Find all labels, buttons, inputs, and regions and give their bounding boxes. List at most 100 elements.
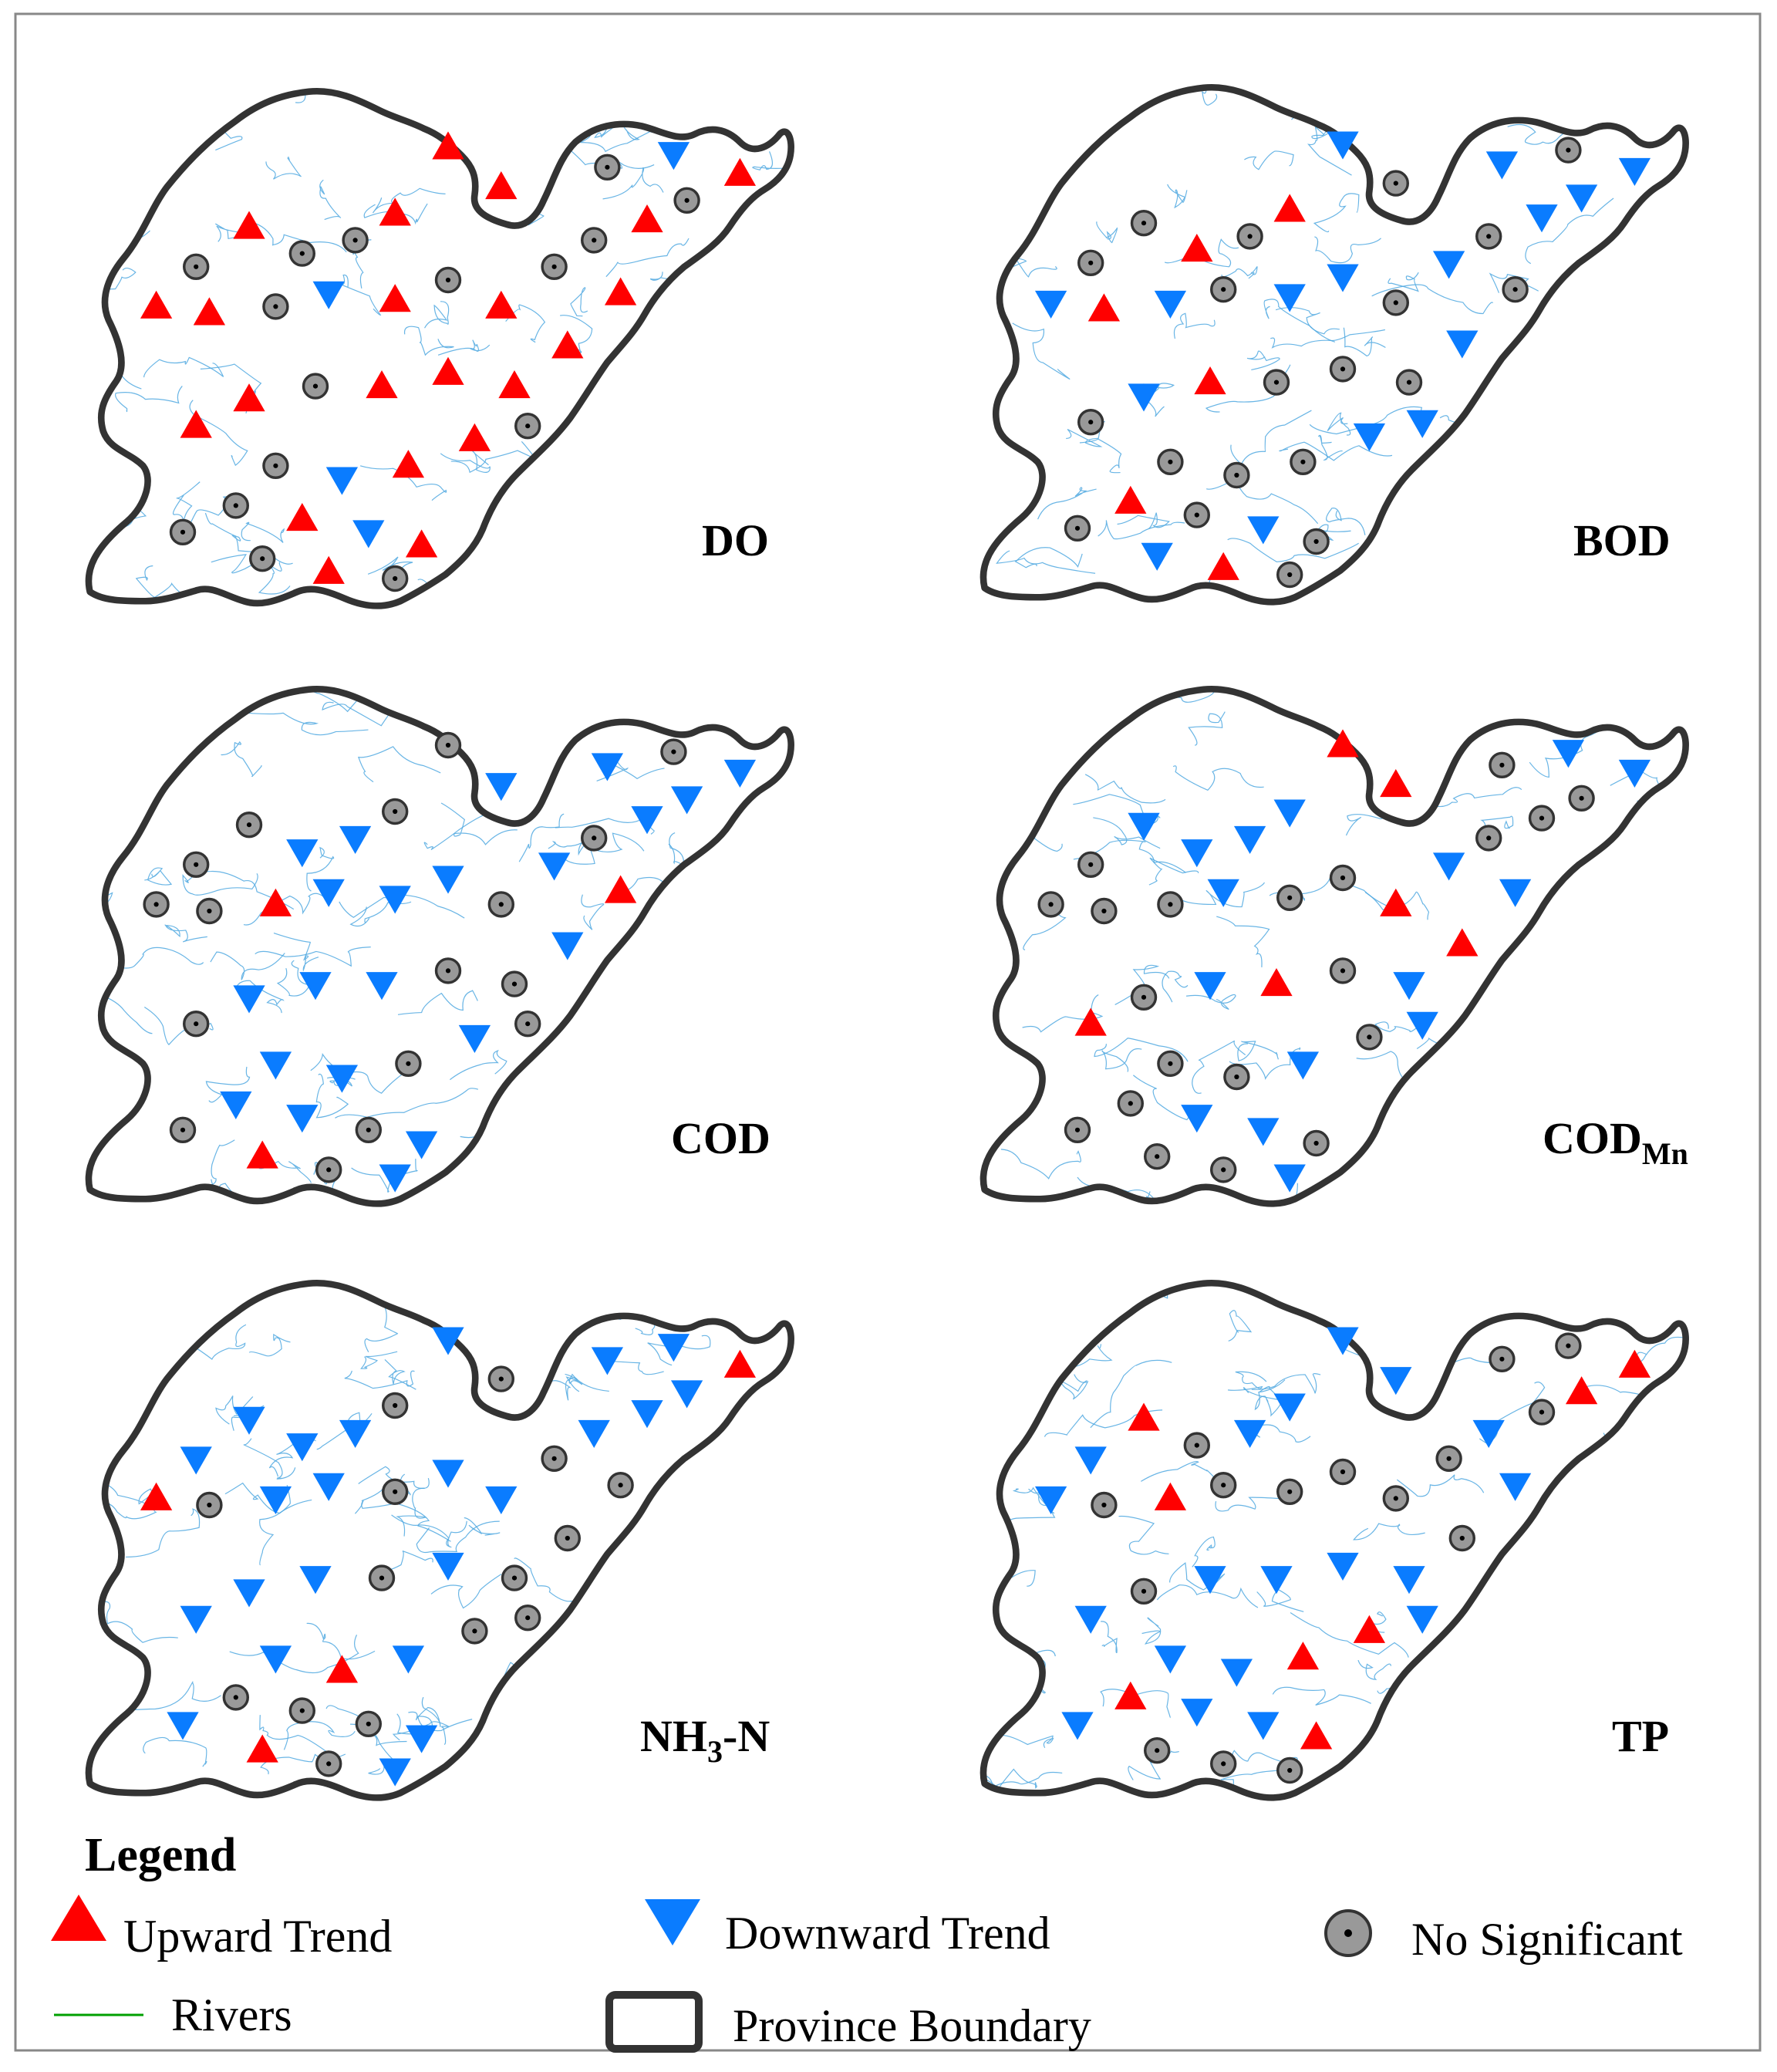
river-line	[1275, 307, 1340, 335]
downward-trend-marker	[405, 1725, 438, 1753]
river-line	[731, 689, 760, 697]
river-line	[430, 700, 453, 726]
no-significant-marker-dot	[511, 1575, 518, 1581]
downward-trend-marker	[1141, 542, 1173, 571]
river-line	[1314, 236, 1381, 264]
downward-trend-marker	[1128, 383, 1160, 412]
river-line	[765, 1593, 791, 1629]
river-line	[582, 96, 642, 110]
upward-trend-marker	[1380, 888, 1412, 916]
river-line	[760, 1389, 791, 1412]
river-line	[326, 1077, 356, 1087]
river-line	[1640, 1759, 1686, 1784]
no-significant-marker-dot	[352, 238, 358, 243]
river-line	[229, 1634, 359, 1674]
river-line	[1420, 1140, 1506, 1170]
river-line	[144, 867, 173, 886]
river-line	[1680, 1396, 1686, 1427]
river-line	[983, 755, 992, 780]
river-line	[1254, 1391, 1283, 1417]
no-significant-marker-dot	[684, 197, 690, 203]
river-line	[666, 962, 713, 982]
downward-trend-marker	[1154, 290, 1187, 319]
no-significant-marker-dot	[1141, 994, 1147, 1000]
downward-trend-marker	[1552, 740, 1585, 768]
river-line	[88, 269, 105, 305]
upward-trend-marker	[1618, 1349, 1651, 1378]
downward-trend-marker	[1034, 290, 1067, 319]
river-line	[182, 872, 258, 896]
river-line	[991, 257, 1057, 278]
upward-trend-marker	[1087, 293, 1121, 322]
no-significant-marker-dot	[1313, 1140, 1319, 1146]
no-significant-marker-dot	[1340, 366, 1346, 372]
downward-trend-marker	[1034, 1486, 1067, 1515]
river-line	[650, 1581, 682, 1601]
river-line	[582, 403, 713, 430]
river-line	[1592, 1038, 1663, 1054]
river-line	[1507, 123, 1569, 145]
no-significant-marker-dot	[1406, 380, 1412, 385]
river-line	[113, 1058, 133, 1095]
river-line	[1573, 1629, 1619, 1671]
river-line	[126, 1508, 201, 1558]
downward-trend-marker	[1273, 1393, 1306, 1422]
river-line	[1426, 787, 1522, 808]
river-line	[1436, 1156, 1473, 1204]
river-line	[464, 1517, 501, 1536]
no-significant-marker-dot	[194, 1021, 199, 1027]
river-line	[983, 1771, 1063, 1788]
downward-trend-marker	[1194, 972, 1226, 1001]
downward-trend-marker	[180, 1446, 212, 1475]
upward-trend-marker	[1327, 729, 1359, 758]
river-line	[360, 1351, 398, 1369]
downward-trend-marker	[1327, 131, 1359, 160]
river-line	[1617, 897, 1686, 926]
downward-trend-marker	[657, 142, 690, 170]
river-line	[776, 857, 791, 913]
downward-trend-marker	[1260, 1566, 1293, 1594]
river-line	[442, 95, 488, 124]
river-line	[260, 1753, 346, 1775]
river-line	[403, 326, 454, 356]
river-line	[1349, 1190, 1379, 1204]
downward-trend-marker	[1327, 1552, 1359, 1581]
river-line	[1396, 1474, 1485, 1497]
river-line	[143, 1736, 207, 1767]
upward-trend-marker	[193, 297, 226, 326]
upward-trend-marker	[485, 170, 518, 200]
river-line	[105, 947, 204, 969]
no-significant-marker-dot	[1287, 895, 1293, 900]
river-line	[128, 1681, 221, 1711]
downward-trend-marker	[1128, 812, 1160, 841]
river-line	[1173, 312, 1216, 339]
no-significant-marker-dot	[1393, 1496, 1398, 1501]
no-significant-marker-dot	[1234, 472, 1239, 478]
river-line	[1585, 397, 1686, 430]
no-significant-marker-dot	[326, 1761, 332, 1767]
downward-trend-marker	[1181, 1105, 1213, 1133]
downward-trend-marker	[1220, 1659, 1253, 1687]
river-line	[1309, 406, 1429, 435]
downward-trend-marker	[1353, 423, 1386, 452]
downward-trend-marker	[233, 1406, 265, 1435]
upward-trend-icon	[51, 1895, 106, 1941]
river-line	[1499, 1650, 1544, 1679]
river-line	[210, 951, 285, 980]
river-line	[1634, 1582, 1670, 1612]
river-line	[243, 893, 328, 926]
river-line	[1327, 412, 1351, 436]
river-line	[1559, 282, 1686, 335]
river-line	[1343, 327, 1386, 356]
no-significant-marker-dot	[1088, 862, 1094, 867]
downward-trend-marker	[312, 879, 345, 907]
no-significant-marker-dot	[1313, 538, 1319, 545]
river-line	[241, 521, 285, 543]
upward-trend-marker	[1114, 485, 1147, 514]
downward-trend-marker	[1380, 1367, 1412, 1395]
no-significant-marker-dot	[194, 264, 199, 269]
river-line	[650, 328, 683, 357]
river-line	[1073, 839, 1186, 873]
river-line	[246, 712, 369, 736]
river-line	[1093, 817, 1161, 849]
